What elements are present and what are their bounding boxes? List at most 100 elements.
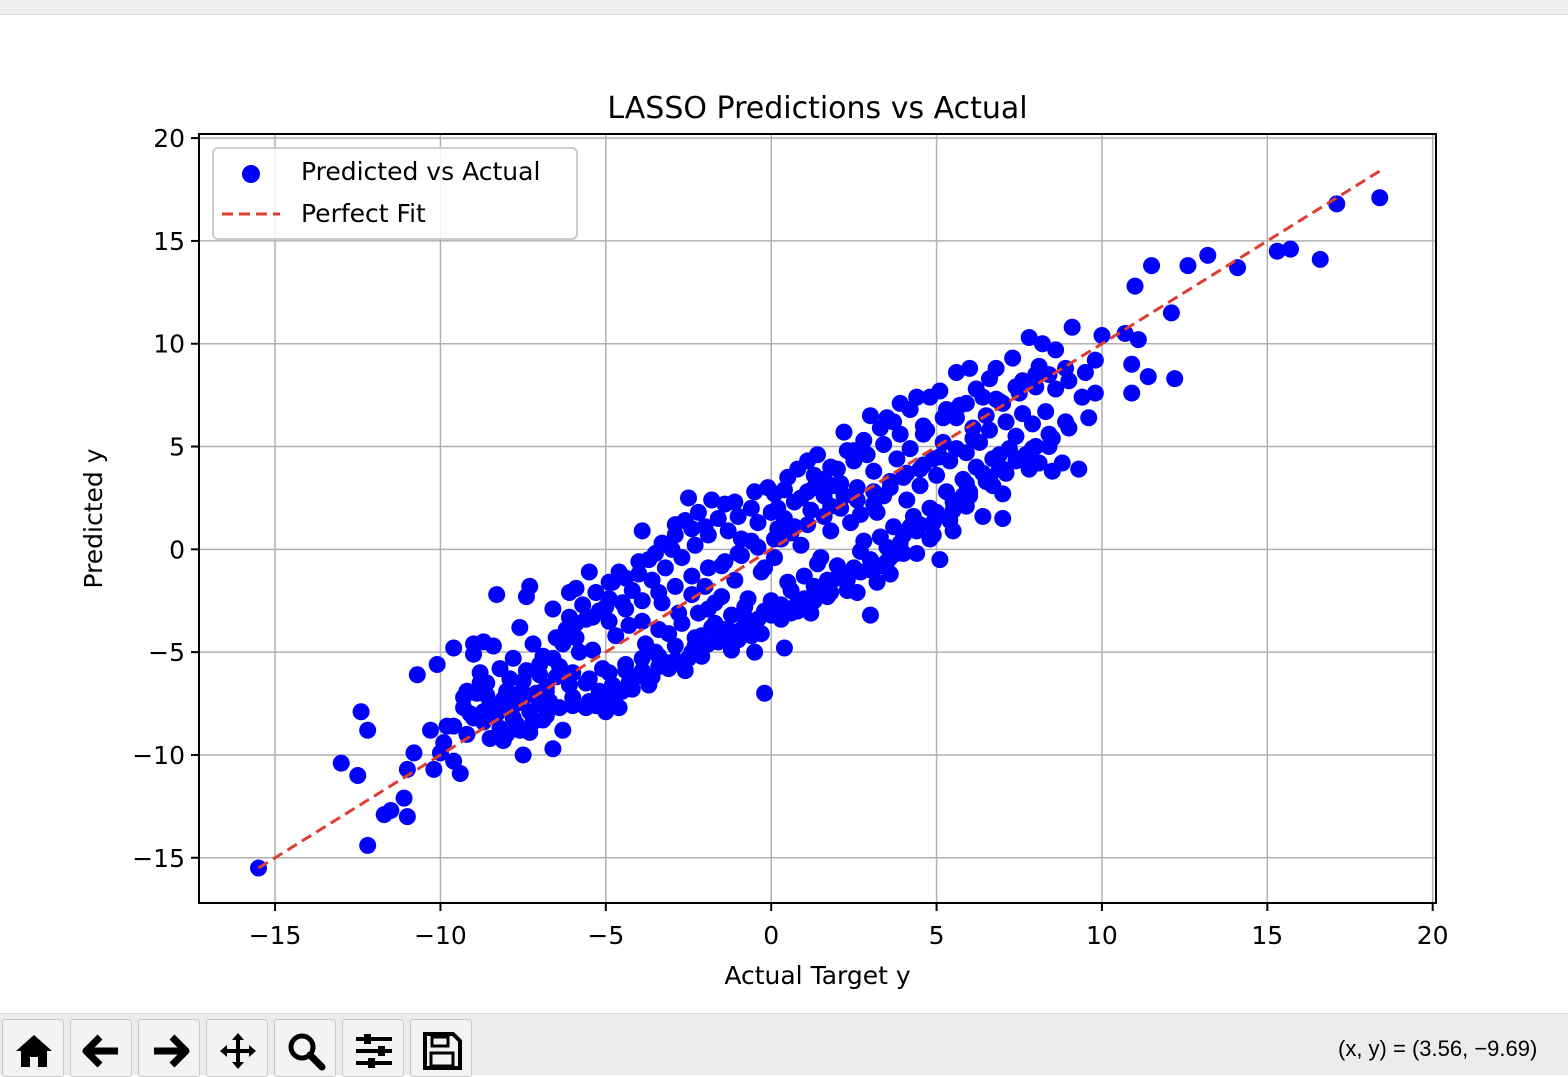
pan-button[interactable]	[206, 1019, 268, 1077]
scatter-point	[911, 460, 929, 478]
scatter-point	[547, 668, 565, 686]
scatter-point	[934, 409, 952, 427]
pan-icon	[220, 1033, 256, 1069]
scatter-point	[732, 547, 750, 565]
scatter-point	[858, 446, 876, 464]
scatter-point	[465, 635, 483, 653]
scatter-point	[1043, 429, 1061, 447]
scatter-point	[537, 707, 555, 725]
scatter-point	[653, 534, 671, 552]
save-icon	[423, 1032, 462, 1070]
scatter-point	[352, 703, 370, 721]
scatter-series	[250, 189, 1389, 877]
scatter-point	[405, 744, 423, 762]
y-tick-label: 10	[153, 330, 185, 359]
y-tick-label: 15	[153, 227, 185, 256]
scatter-point	[600, 664, 618, 682]
x-tick-label: 15	[1251, 921, 1283, 950]
scatter-point	[564, 697, 582, 715]
scatter-point	[881, 479, 899, 497]
scatter-point	[666, 637, 684, 655]
scatter-point	[835, 423, 853, 441]
scatter-point	[673, 549, 691, 567]
scatter-point	[580, 692, 598, 710]
scatter-point	[746, 483, 764, 501]
scatter-point	[1166, 370, 1184, 388]
scatter-point	[782, 524, 800, 542]
scatter-point	[871, 419, 889, 437]
scatter-point	[560, 676, 578, 694]
scatter-point	[987, 390, 1005, 408]
scatter-point	[359, 721, 377, 739]
scatter-point	[1116, 324, 1134, 342]
scatter-point	[584, 641, 602, 659]
scatter-point	[422, 721, 440, 739]
forward-button[interactable]	[138, 1019, 200, 1077]
scatter-point	[812, 549, 830, 567]
scatter-point	[931, 551, 949, 569]
back-button[interactable]	[70, 1019, 132, 1077]
cursor-coordinate-readout: (x, y) = (3.56, −9.69)	[1338, 1036, 1538, 1061]
scatter-point	[861, 407, 879, 425]
scatter-point	[775, 639, 793, 657]
scatter-point	[488, 586, 506, 604]
scatter-point	[805, 466, 823, 484]
scatter-point	[749, 514, 767, 532]
scatter-point	[838, 442, 856, 460]
save-button[interactable]	[410, 1019, 472, 1077]
scatter-point	[928, 503, 946, 521]
home-icon	[16, 1035, 52, 1067]
forward-arrow-icon	[154, 1034, 190, 1068]
scatter-point	[1047, 341, 1065, 359]
scatter-point	[531, 655, 549, 673]
scatter-point	[511, 721, 529, 739]
scatter-point	[481, 730, 499, 748]
configure-subplots-button[interactable]	[342, 1019, 404, 1077]
scatter-point	[620, 616, 638, 634]
x-tick-label: −10	[414, 921, 467, 950]
scatter-point	[835, 487, 853, 505]
x-tick-label: −5	[587, 921, 624, 950]
scatter-point	[716, 553, 734, 571]
scatter-point	[699, 635, 717, 653]
scatter-point	[478, 686, 496, 704]
scatter-point	[683, 567, 701, 585]
scatter-point	[1063, 318, 1081, 336]
y-tick-label: −15	[132, 844, 185, 873]
x-tick-label: 5	[929, 921, 945, 950]
scatter-point	[686, 629, 704, 647]
scatter-point	[680, 489, 698, 507]
scatter-point	[941, 512, 959, 530]
scatter-point	[848, 479, 866, 497]
scatter-point	[633, 522, 651, 540]
scatter-point	[805, 479, 823, 497]
scatter-point	[709, 510, 727, 527]
scatter-point	[961, 483, 979, 501]
scatter-point	[1080, 409, 1098, 427]
scatter-point	[607, 686, 625, 704]
scatter-point	[964, 429, 982, 447]
scatter-point	[894, 526, 912, 544]
scatter-point	[828, 460, 846, 478]
scatter-point	[921, 530, 939, 548]
scatter-point	[851, 505, 869, 523]
scatter-point	[898, 491, 916, 509]
home-button[interactable]	[2, 1019, 64, 1077]
scatter-point	[332, 754, 350, 772]
legend: Predicted vs Actual Perfect Fit	[212, 147, 578, 240]
scatter-point	[547, 629, 565, 647]
scatter-point	[775, 481, 793, 499]
scatter-point	[861, 551, 879, 569]
scatter-point	[828, 569, 846, 587]
scatter-point	[544, 649, 562, 667]
x-tick-label: 20	[1417, 921, 1449, 950]
scatter-point	[719, 522, 737, 540]
scatter-point	[1093, 327, 1111, 345]
scatter-point	[809, 446, 826, 464]
scatter-point	[762, 606, 780, 624]
zoom-button[interactable]	[274, 1019, 336, 1077]
scatter-point	[855, 431, 873, 449]
scatter-point	[455, 688, 473, 706]
scatter-point	[584, 608, 602, 626]
y-tick-label: −10	[132, 741, 185, 770]
